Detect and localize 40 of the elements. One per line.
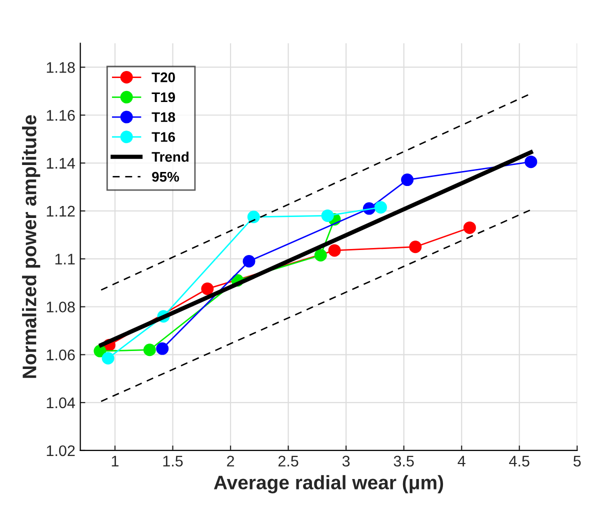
point: [321, 209, 334, 222]
point: [102, 352, 114, 364]
point: [463, 221, 476, 234]
x-axis-title: Average radial wear (μm): [214, 475, 444, 494]
y-tick-label: 1.06: [46, 350, 75, 360]
x-tick-label: 4: [458, 456, 466, 466]
y-tick-label: 1.04: [46, 397, 76, 408]
x-tick-label: 4.5: [509, 456, 530, 467]
y-tick-label: 1.16: [46, 110, 75, 121]
x-tick-label: 1: [112, 456, 118, 466]
point: [143, 344, 156, 356]
point: [401, 174, 414, 186]
legend-label: T19: [152, 92, 176, 102]
point: [328, 244, 341, 257]
legend-label: 95%: [152, 172, 180, 182]
y-tick-label: 1.14: [46, 158, 76, 169]
point: [156, 342, 169, 355]
x-tick-label: 3.5: [394, 456, 414, 467]
y-tick-label: 1.18: [46, 62, 75, 73]
x-tick-label: 2.5: [278, 456, 298, 467]
y-tick-label: 1.08: [46, 302, 75, 312]
y-tick-label: 1.02: [46, 445, 75, 456]
legend-label: T16: [152, 132, 176, 142]
point: [374, 201, 387, 214]
point: [247, 210, 260, 224]
point: [201, 282, 214, 296]
y-tick-label: 1.12: [46, 206, 75, 216]
y-tick-label: 1.1: [55, 254, 75, 264]
legend-label: T20: [152, 72, 175, 82]
point: [524, 156, 538, 168]
legend-label: Trend: [152, 152, 188, 162]
y-axis-title: Normalized power amplitude: [22, 115, 40, 378]
point: [409, 240, 422, 254]
legend-label: T18: [152, 112, 176, 122]
x-tick-label: 1.5: [163, 456, 183, 467]
x-tick-label: 5: [574, 456, 581, 467]
point: [314, 249, 327, 262]
x-tick-label: 2: [227, 456, 234, 466]
point: [242, 254, 256, 268]
x-tick-label: 3: [342, 456, 350, 467]
